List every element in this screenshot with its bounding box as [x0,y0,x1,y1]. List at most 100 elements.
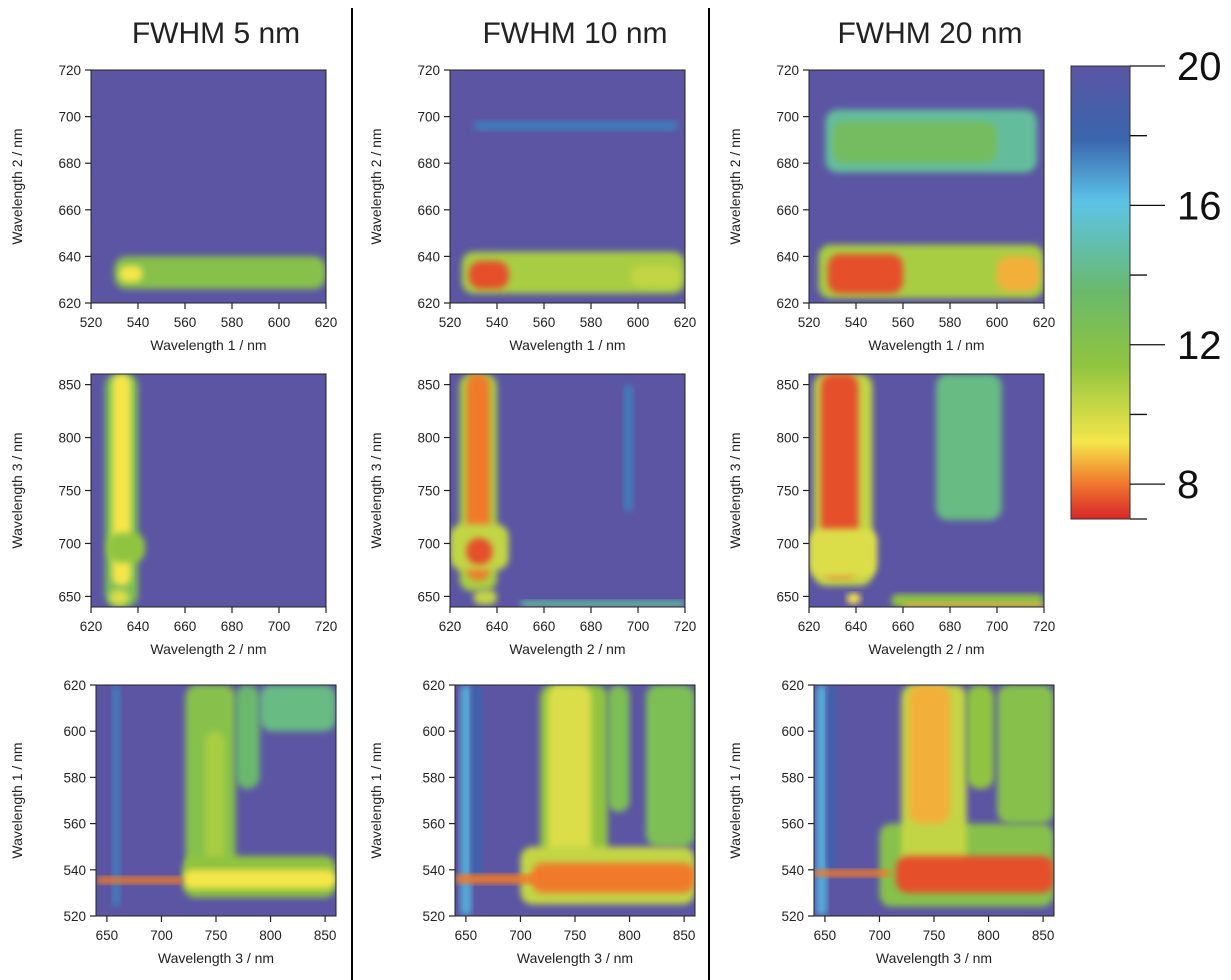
heatmap-region [107,532,146,563]
heatmap-panel: 650 700 750 800 850 520 540 560 580 600 620 Wavelen… [9,678,337,966]
x-tick-label: 620 [80,619,103,634]
colorbar-label: 12 [1177,324,1222,368]
y-axis-label: Wavelength 3 / nm [727,432,743,548]
heatmap-panel: 620 640 660 680 700 720 650 700 750 800 850 Wavelen… [368,373,697,657]
y-tick-label: 600 [63,724,86,739]
heatmap-region [531,862,695,893]
y-tick-label: 580 [63,770,86,785]
heatmap-region [473,590,497,605]
y-axis-label: Wavelength 3 / nm [368,432,384,548]
x-tick-label: 600 [627,315,650,330]
heatmap-region [468,261,509,290]
heatmap-region [820,374,859,578]
y-tick-label: 560 [781,817,804,832]
x-tick-label: 620 [674,315,697,330]
heatmap-region [109,590,129,605]
y-tick-label: 640 [58,249,81,264]
heatmap-region [205,731,225,880]
y-tick-label: 800 [58,431,81,446]
x-tick-label: 520 [798,315,821,330]
y-tick-label: 850 [776,378,799,393]
x-tick-label: 620 [1033,315,1056,330]
y-tick-label: 620 [417,296,440,311]
y-tick-label: 700 [58,110,81,125]
x-tick-label: 680 [939,619,962,634]
column-title: FWHM 20 nm [837,17,1022,50]
x-tick-label: 660 [892,619,915,634]
x-axis-label: Wavelength 3 / nm [876,950,992,966]
x-tick-label: 700 [150,928,173,943]
y-tick-label: 750 [417,484,440,499]
y-tick-label: 660 [58,203,81,218]
x-tick-label: 720 [315,619,338,634]
y-tick-label: 620 [422,678,445,693]
y-tick-label: 640 [776,249,799,264]
x-tick-label: 750 [564,928,587,943]
y-tick-label: 850 [58,378,81,393]
y-axis-label: Wavelength 1 / nm [727,742,743,858]
x-tick-label: 540 [845,315,868,330]
heatmap-region [816,685,828,916]
heatmap-panel: 520 540 560 580 600 620 620 640 660 680 700 720 Wave… [368,17,696,353]
heatmap-region [966,685,994,789]
y-tick-label: 660 [776,203,799,218]
heatmap-region [259,685,336,732]
y-tick-label: 640 [417,249,440,264]
heatmap-panel: 620 640 660 680 700 720 650 700 750 800 850 Wavelen… [9,373,338,657]
x-tick-label: 580 [221,315,244,330]
x-tick-label: 640 [127,619,150,634]
heatmap-region [645,685,695,847]
heatmap-region [520,600,685,607]
x-tick-label: 720 [1033,619,1056,634]
x-tick-label: 700 [268,619,291,634]
y-tick-label: 540 [63,863,86,878]
x-axis-label: Wavelength 1 / nm [868,337,984,353]
x-tick-label: 660 [174,619,197,634]
heatmap-region [96,876,184,884]
x-tick-label: 650 [814,928,837,943]
x-axis-label: Wavelength 2 / nm [868,641,984,657]
y-tick-label: 700 [417,536,440,551]
heatmap-region [112,685,120,907]
y-tick-label: 600 [422,724,445,739]
column-title: FWHM 5 nm [132,17,300,50]
heatmap-region [235,685,260,789]
heatmap-region [827,254,903,294]
y-tick-label: 620 [781,678,804,693]
y-tick-label: 600 [781,724,804,739]
heatmap-region [997,256,1040,292]
y-tick-label: 540 [422,863,445,878]
heatmap-panel: 650 700 750 800 850 520 540 560 580 600 620 Wavelen… [727,678,1055,966]
heatmap-region [114,256,326,290]
heatmap-region [623,384,634,512]
x-axis-label: Wavelength 1 / nm [509,337,625,353]
heatmap-region [814,869,891,877]
x-tick-label: 850 [314,928,337,943]
y-axis-label: Wavelength 3 / nm [9,432,25,548]
y-tick-label: 650 [417,589,440,604]
x-tick-label: 800 [618,928,641,943]
plot-frame [449,69,686,304]
colorbar-gradient [1070,65,1131,520]
y-axis-label: Wavelength 1 / nm [368,742,384,858]
x-tick-label: 750 [923,928,946,943]
heatmap-region [461,251,685,294]
y-tick-label: 750 [58,484,81,499]
y-axis-label: Wavelength 2 / nm [368,128,384,244]
x-tick-label: 720 [674,619,697,634]
x-tick-label: 600 [268,315,291,330]
heatmap-region [895,855,1054,893]
y-axis-label: Wavelength 2 / nm [9,128,25,244]
x-tick-label: 580 [580,315,603,330]
y-tick-label: 680 [58,156,81,171]
colorbar-label: 16 [1177,184,1222,228]
x-tick-label: 640 [845,619,868,634]
heatmap-region [119,265,143,283]
heatmap-region [455,874,543,884]
y-tick-label: 850 [417,378,440,393]
x-tick-label: 640 [486,619,509,634]
heatmap-region [846,593,861,604]
y-tick-label: 700 [58,536,81,551]
